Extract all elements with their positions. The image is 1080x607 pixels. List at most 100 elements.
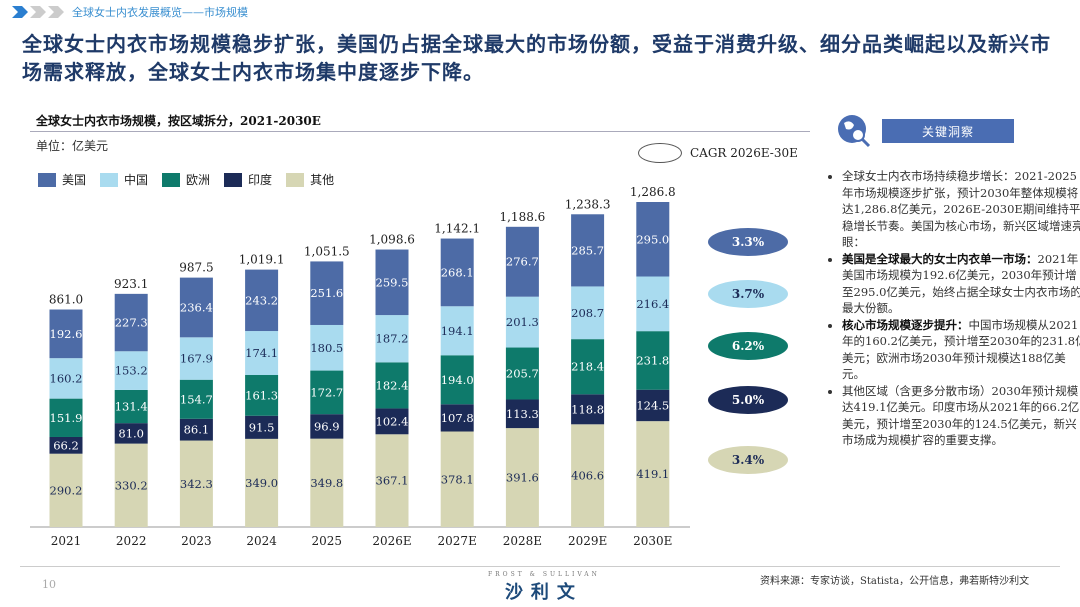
segment-label: 107.8 [441, 411, 474, 425]
bar-segment [571, 339, 605, 395]
cagr-legend: CAGR 2026E-30E [638, 143, 798, 163]
insight-text: 2021年美国市场规模为192.6亿美元，2030年预计增至295.0亿美元，始… [842, 251, 1080, 316]
bar-segment [245, 415, 279, 439]
insight-text: 全球女士内衣市场持续稳步增长：2021-2025年市场规模逐步扩张，预计2030… [842, 169, 1080, 249]
total-label: 1,098.6 [369, 233, 415, 247]
title-divider [30, 131, 810, 132]
bar-segment [114, 293, 148, 352]
bar-segment [571, 286, 605, 340]
legend-label: 欧洲 [186, 173, 211, 187]
bar-segment [440, 306, 474, 356]
bar-segment [114, 351, 148, 390]
x-tick-label: 2023 [181, 534, 212, 548]
bar-segment [571, 394, 605, 425]
legend-item: 印度 [224, 171, 272, 188]
segment-label: 349.0 [245, 476, 278, 490]
segment-label: 259.5 [376, 275, 409, 289]
bar-segment [114, 423, 148, 444]
segment-label: 419.1 [636, 467, 669, 481]
segment-label: 330.2 [115, 478, 148, 492]
bar-segment [636, 389, 670, 422]
cagr-badge [708, 446, 788, 474]
legend-swatch [38, 172, 56, 187]
segment-label: 118.8 [571, 402, 604, 416]
segment-label: 236.4 [180, 300, 213, 314]
x-tick-label: 2026E [372, 534, 411, 548]
source-note: 资料来源：专家访谈，Statista，公开信息，弗若斯特沙利文 [760, 576, 1030, 587]
segment-label: 172.7 [310, 385, 343, 399]
legend-label: 美国 [62, 173, 87, 187]
segment-label: 187.2 [376, 332, 409, 346]
segment-label: 251.6 [310, 286, 343, 300]
legend-item: 欧洲 [162, 171, 210, 188]
bar-segment [49, 436, 83, 454]
bar-segment [375, 434, 409, 527]
bar-segment [179, 379, 213, 419]
x-tick-label: 2030E [633, 534, 672, 548]
segment-label: 378.1 [441, 472, 474, 486]
legend-label: 中国 [124, 173, 149, 187]
total-label: 987.5 [179, 261, 213, 275]
segment-label: 124.5 [636, 398, 669, 412]
bar-segment [505, 399, 539, 429]
globe-search-icon [838, 115, 871, 148]
insight-item: 核心市场规模逐步提升：中国市场规模从2021年的160.2亿美元，预计增至203… [842, 317, 1080, 383]
legend-item: 美国 [38, 171, 86, 188]
bar-segment [636, 276, 670, 332]
insight-text: 其他区域（含更多分散市场）2030年预计规模达419.1亿美元。印度市场从202… [842, 383, 1080, 448]
segment-label: 96.9 [314, 419, 340, 433]
cagr-badge [708, 332, 788, 360]
segment-label: 290.2 [50, 483, 83, 497]
bar-segment [179, 337, 213, 380]
bar-segment [114, 443, 148, 527]
legend-item: 其他 [286, 171, 334, 188]
segment-label: 113.3 [506, 407, 539, 421]
bar-segment [571, 214, 605, 287]
cagr-oval-icon [638, 143, 682, 163]
segment-label: 102.4 [376, 414, 409, 428]
logo-big: 沙利文 [504, 582, 583, 603]
segment-label: 66.2 [53, 438, 79, 452]
x-tick-label: 2024 [246, 534, 277, 548]
bar-segment [375, 408, 409, 435]
cagr-value: 5.0% [732, 393, 765, 407]
legend-swatch [286, 172, 305, 187]
insight-header: 关键洞察 [836, 113, 1014, 149]
bar-segment [245, 438, 279, 527]
total-label: 1,019.1 [239, 253, 285, 267]
key-insights-button[interactable]: 关键洞察 [882, 119, 1014, 143]
segment-label: 151.9 [50, 411, 83, 425]
segment-label: 161.3 [245, 388, 278, 402]
insight-item: 美国是全球最大的女士内衣单一市场：2021年美国市场规模为192.6亿美元，20… [842, 251, 1080, 317]
breadcrumb: 全球女士内衣发展概览——市场规模 [72, 6, 248, 19]
segment-label: 167.9 [180, 352, 213, 366]
cagr-badge [708, 280, 788, 308]
x-tick-label: 2025 [312, 534, 343, 548]
segment-label: 216.4 [636, 297, 669, 311]
legend-swatch [224, 172, 243, 187]
bar-segment [636, 202, 670, 277]
legend-label: 印度 [248, 173, 273, 187]
segment-label: 342.3 [180, 477, 213, 491]
total-label: 923.1 [114, 277, 148, 291]
chart-title: 全球女士内衣市场规模，按区域拆分，2021-2030E [36, 114, 321, 128]
bar-segment [440, 238, 474, 307]
page-headline: 全球女士内衣市场规模稳步扩张，美国仍占据全球最大的市场份额，受益于消费升级、细分… [22, 32, 1051, 84]
segment-label: 91.5 [249, 420, 275, 434]
total-label: 1,142.1 [434, 222, 480, 236]
chart-legend: 美国 中国 欧洲 印度 其他 [38, 171, 334, 188]
x-tick-label: 2029E [568, 534, 607, 548]
bar-segment [505, 347, 539, 400]
segment-label: 231.8 [636, 353, 669, 367]
bar-segment [49, 358, 83, 399]
insight-item: 全球女士内衣市场持续稳步增长：2021-2025年市场规模逐步扩张，预计2030… [842, 168, 1080, 251]
total-label: 1,238.3 [565, 197, 611, 211]
segment-label: 201.3 [506, 315, 539, 329]
segment-label: 154.7 [180, 392, 213, 406]
bar-segment [245, 269, 279, 332]
total-label: 861.0 [49, 293, 83, 307]
bar-segment [505, 428, 539, 527]
segment-label: 174.1 [245, 346, 278, 360]
legend-swatch [100, 172, 119, 187]
total-label: 1,051.5 [304, 244, 350, 258]
